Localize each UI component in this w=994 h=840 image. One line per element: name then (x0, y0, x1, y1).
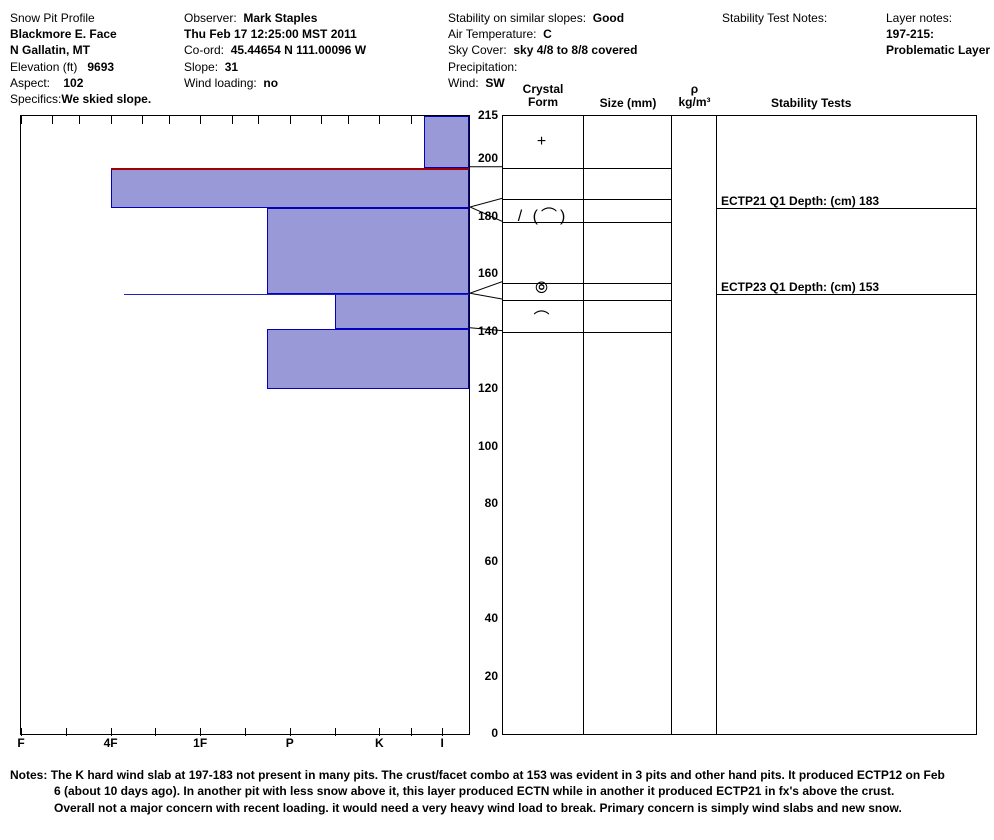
hardness-top-ticks (21, 116, 469, 124)
col-header-crystal: CrystalForm (502, 83, 584, 109)
stab-slopes-value: Good (593, 11, 624, 25)
hardness-x-label: 1F (193, 736, 207, 750)
crystal-symbol: + (503, 133, 583, 151)
stability-test-entry: ECTP23 Q1 Depth: (cm) 153 (721, 280, 974, 294)
col-layer-notes: Layer notes: 197-215: Problematic Layer (886, 10, 994, 107)
sky-value: sky 4/8 to 8/8 covered (513, 43, 637, 57)
air-temp-row: Air Temperature: C (448, 26, 718, 42)
notes-block: Notes: The K hard wind slab at 197-183 n… (10, 767, 970, 816)
chart-area: CrystalForm Size (mm) ρkg/m³ Stability T… (10, 115, 980, 745)
col-stab: ECTP21 Q1 Depth: (cm) 183 ECTP23 Q1 Depth… (717, 115, 977, 735)
wind-loading-row: Wind loading: no (184, 75, 444, 91)
specifics-label: Specifics: (10, 92, 61, 106)
connector-svg (470, 115, 502, 735)
sky-label: Sky Cover: (448, 43, 507, 57)
col-header-size: Size (mm) (584, 97, 672, 110)
hardness-x-label: 4F (104, 736, 118, 750)
specifics-value: We skied slope. (61, 92, 151, 106)
wind-label: Wind: (448, 76, 479, 90)
col-location: Snow Pit Profile Blackmore E. Face N Gal… (10, 10, 180, 107)
location-2: N Gallatin, MT (10, 42, 180, 58)
aspect-label: Aspect: (10, 76, 50, 90)
col-observer: Observer: Mark Staples Thu Feb 17 12:25:… (184, 10, 444, 107)
elevation-row: Elevation (ft) 9693 (10, 59, 180, 75)
specifics-row: Specifics:We skied slope. (10, 91, 180, 107)
location-1: Blackmore E. Face (10, 26, 180, 42)
hardness-bar (111, 168, 469, 208)
col-stab-notes: Stability Test Notes: (722, 10, 882, 107)
elevation-label: Elevation (ft) (10, 60, 77, 74)
hardness-x-label: I (440, 736, 443, 750)
col-crystal: + / (⌒) ⦾ ⌒ (502, 115, 584, 735)
slope-value: 31 (225, 60, 238, 74)
stab-slopes-label: Stability on similar slopes: (448, 11, 586, 25)
layer-notes-label: Layer notes: (886, 10, 994, 26)
wind-loading-label: Wind loading: (184, 76, 257, 90)
marker-line (111, 168, 469, 170)
hardness-x-label: F (17, 736, 24, 750)
coord-value: 45.44654 N 111.00096 W (231, 43, 366, 57)
hardness-bar (424, 116, 469, 168)
observer-row: Observer: Mark Staples (184, 10, 444, 26)
elevation-value: 9693 (87, 60, 114, 74)
hardness-bar (267, 329, 469, 389)
title: Snow Pit Profile (10, 10, 180, 26)
hardness-panel: IKP1F4FF (20, 115, 470, 735)
col-rho (672, 115, 717, 735)
precip-row: Precipitation: (448, 59, 718, 75)
hardness-x-label: P (286, 736, 294, 750)
hardness-x-axis: IKP1F4FF (21, 736, 469, 752)
sky-row: Sky Cover: sky 4/8 to 8/8 covered (448, 42, 718, 58)
notes-line-3: Overall not a major concern with recent … (10, 800, 970, 816)
layer-notes-1: 197-215: Problematic Layer (886, 26, 994, 58)
coord-row: Co-ord: 45.44654 N 111.00096 W (184, 42, 444, 58)
stab-test-notes-label: Stability Test Notes: (722, 10, 882, 26)
datetime: Thu Feb 17 12:25:00 MST 2011 (184, 26, 444, 42)
crystal-symbol: ⦾ (503, 280, 583, 298)
marker-line (124, 294, 469, 295)
observer-value: Mark Staples (243, 11, 317, 25)
notes-line-2: 6 (about 10 days ago). In another pit wi… (10, 783, 970, 799)
air-temp-label: Air Temperature: (448, 27, 536, 41)
aspect-row: Aspect: 102 (10, 75, 180, 91)
precip-label: Precipitation: (448, 60, 517, 74)
hardness-bar (267, 208, 469, 294)
wind-loading-value: no (263, 76, 278, 90)
stability-test-entry: ECTP21 Q1 Depth: (cm) 183 (721, 194, 974, 208)
col-header-rho: ρkg/m³ (672, 83, 717, 109)
crystal-symbol: / (⌒) (503, 202, 583, 226)
stab-slopes-row: Stability on similar slopes: Good (448, 10, 718, 26)
notes-label: Notes: (10, 768, 47, 782)
crystal-symbol: ⌒ (503, 305, 583, 329)
aspect-value: 102 (63, 76, 83, 90)
observer-label: Observer: (184, 11, 237, 25)
hardness-x-label: K (375, 736, 384, 750)
coord-label: Co-ord: (184, 43, 224, 57)
slope-row: Slope: 31 (184, 59, 444, 75)
air-temp-value: C (543, 27, 552, 41)
hardness-bar (335, 294, 469, 328)
col-size (584, 115, 672, 735)
col-header-stab: Stability Tests (717, 97, 994, 110)
slope-label: Slope: (184, 60, 218, 74)
notes-line-1: The K hard wind slab at 197-183 not pres… (51, 768, 945, 782)
